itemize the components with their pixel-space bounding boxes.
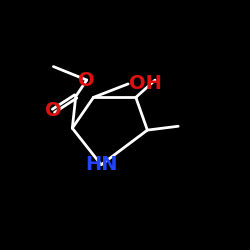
Text: OH: OH — [129, 74, 162, 94]
Text: O: O — [45, 101, 62, 120]
Text: HN: HN — [85, 155, 117, 174]
Text: O: O — [78, 70, 95, 90]
